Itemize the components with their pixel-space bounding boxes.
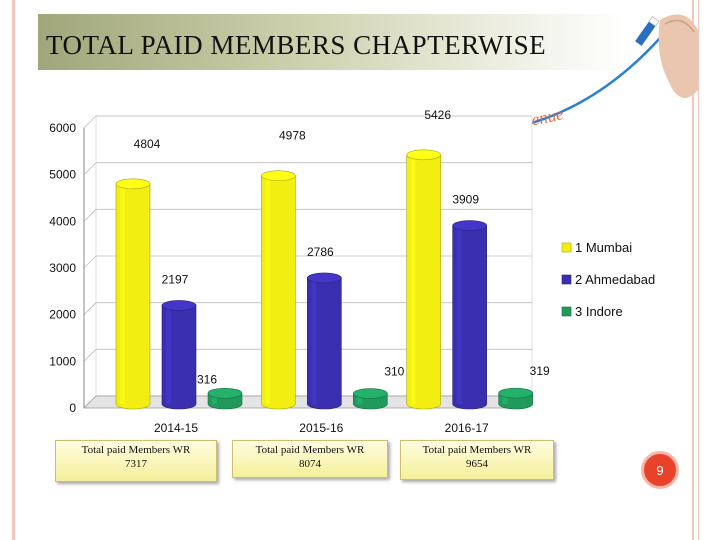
gridline-depth bbox=[83, 115, 97, 129]
data-label: 3909 bbox=[452, 193, 479, 207]
y-tick-label: 1000 bbox=[49, 354, 76, 368]
total-label: Total paid Members WR bbox=[81, 444, 191, 456]
data-label: 310 bbox=[384, 365, 404, 379]
legend-swatch bbox=[561, 274, 572, 285]
bar-highlight bbox=[357, 395, 363, 404]
total-value: 8074 bbox=[299, 458, 321, 470]
bar-highlight bbox=[265, 177, 271, 404]
chart-bars bbox=[115, 149, 533, 410]
y-tick-label: 2000 bbox=[49, 308, 76, 322]
gridline-depth bbox=[83, 255, 97, 269]
total-label: Total paid Members WR bbox=[255, 444, 365, 456]
gridline-depth bbox=[83, 302, 97, 315]
y-tick-label: 5000 bbox=[49, 168, 76, 182]
total-box-2016-17: Total paid Members WR 9654 bbox=[400, 440, 554, 480]
y-tick-label: 0 bbox=[69, 401, 76, 415]
slide-title: TOTAL PAID MEMBERS CHAPTERWISE bbox=[46, 30, 547, 60]
bar-highlight bbox=[120, 185, 125, 404]
legend-label: 1 Mumbai bbox=[575, 240, 632, 255]
bar-top bbox=[115, 178, 151, 190]
y-tick-label: 3000 bbox=[49, 261, 76, 275]
data-label: 2197 bbox=[162, 272, 189, 286]
bar-top bbox=[261, 170, 296, 181]
left-border-line bbox=[12, 0, 15, 540]
data-label: 4978 bbox=[279, 129, 306, 143]
bar-top bbox=[161, 300, 197, 311]
total-box-2015-16: Total paid Members WR 8074 bbox=[232, 440, 388, 478]
title-bar bbox=[38, 14, 624, 70]
legend-swatch bbox=[561, 242, 572, 253]
y-tick-label: 4000 bbox=[49, 214, 76, 228]
right-border-line bbox=[692, 0, 694, 540]
bar-top bbox=[498, 387, 533, 399]
bar-highlight bbox=[502, 395, 508, 404]
data-label: 4804 bbox=[134, 137, 161, 151]
right-border-line-thin bbox=[698, 0, 699, 540]
gridline-depth bbox=[83, 162, 97, 175]
bar-highlight bbox=[212, 395, 217, 404]
legend-label: 3 Indore bbox=[575, 304, 623, 319]
chart-legend: 1 Mumbai 2 Ahmedabad 3 Indore bbox=[561, 240, 655, 319]
x-tick-label: 2014-15 bbox=[154, 421, 198, 435]
data-label: 319 bbox=[530, 364, 550, 378]
hand-pen-illustration bbox=[501, 14, 698, 132]
bar-highlight bbox=[410, 156, 416, 404]
x-tick-label: 2016-17 bbox=[445, 421, 489, 435]
chart-labels: 4804 2197 316 2014-15 4978 2786 310 2015-16 5426… bbox=[134, 108, 550, 435]
gridline-depth bbox=[83, 349, 97, 362]
data-label: 5426 bbox=[424, 108, 451, 122]
bar-highlight bbox=[456, 227, 462, 404]
x-tick-label: 2015-16 bbox=[299, 421, 343, 435]
bar-highlight bbox=[166, 307, 171, 404]
total-value: 7317 bbox=[125, 458, 147, 470]
bar-top bbox=[207, 387, 243, 399]
y-tick-label: 6000 bbox=[49, 121, 76, 135]
data-label: 316 bbox=[197, 372, 217, 386]
data-label: 2786 bbox=[307, 245, 334, 259]
bar-top bbox=[353, 388, 388, 399]
bar-top bbox=[307, 272, 342, 284]
bar-top bbox=[406, 149, 441, 161]
legend-label: 2 Ahmedabad bbox=[575, 272, 655, 287]
bar-top bbox=[452, 220, 487, 231]
legend-swatch bbox=[561, 306, 572, 317]
bar-highlight bbox=[311, 279, 317, 404]
page-number-badge: 9 bbox=[641, 451, 679, 489]
gridline-depth bbox=[83, 209, 97, 222]
total-value: 9654 bbox=[466, 458, 488, 470]
total-box-2014-15: Total paid Members WR 7317 bbox=[55, 440, 217, 482]
total-label: Total paid Members WR bbox=[422, 444, 532, 456]
